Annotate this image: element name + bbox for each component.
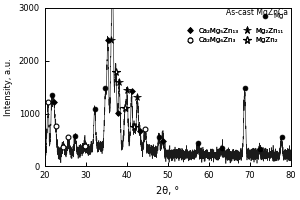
Legend: Ca₂Mg₅Zn₁₃, Ca₂Mg₆Zn₃, Mg₂Zn₁₁, MgZn₂: Ca₂Mg₅Zn₁₃, Ca₂Mg₆Zn₃, Mg₂Zn₁₁, MgZn₂: [180, 25, 287, 46]
Text: As-cast MgZnCa: As-cast MgZnCa: [226, 8, 288, 17]
X-axis label: 2θ, °: 2θ, °: [156, 186, 179, 196]
Y-axis label: Intensity, a.u.: Intensity, a.u.: [4, 58, 13, 116]
